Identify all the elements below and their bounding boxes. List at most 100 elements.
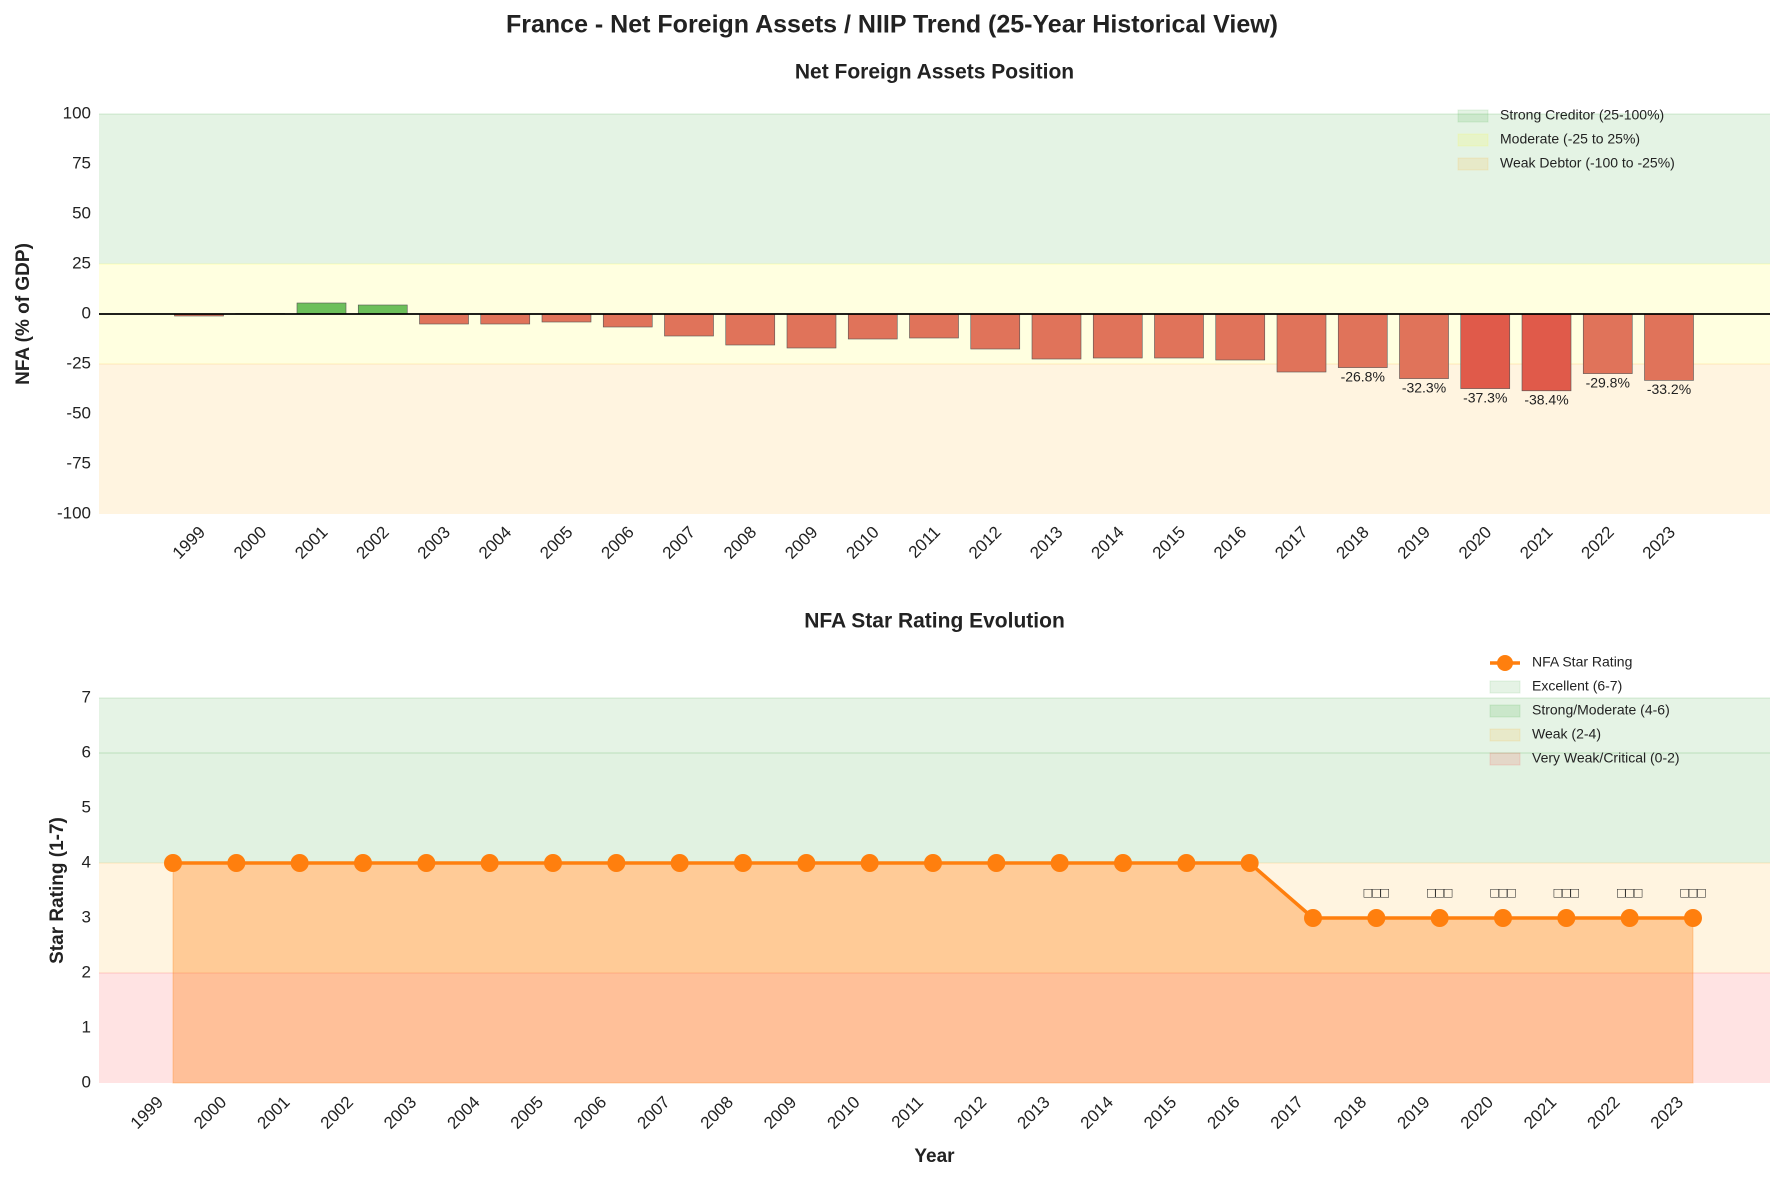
bar bbox=[419, 313, 469, 325]
point-label: □□□ bbox=[1617, 885, 1643, 901]
legend-label: Strong Creditor (25-100%) bbox=[1500, 107, 1664, 123]
y-axis-label: NFA (% of GDP) bbox=[13, 243, 34, 385]
x-tick-label: 2021 bbox=[1520, 1093, 1560, 1133]
point bbox=[924, 854, 942, 872]
point bbox=[860, 854, 879, 872]
legend-label: Moderate (-25 to 25%) bbox=[1500, 131, 1640, 147]
legend-swatch bbox=[1489, 680, 1521, 694]
point bbox=[417, 854, 436, 872]
subplot-title: Net Foreign Assets Position bbox=[795, 61, 1074, 84]
y-tick-label: 0 bbox=[82, 1072, 91, 1091]
legend-swatch bbox=[1489, 728, 1521, 742]
bar bbox=[1337, 313, 1388, 368]
y-tick-label: -50 bbox=[66, 403, 91, 422]
legend-label: NFA Star Rating bbox=[1532, 654, 1632, 670]
band bbox=[99, 753, 1770, 863]
bar bbox=[909, 313, 959, 339]
x-tick-label: 2006 bbox=[598, 523, 638, 563]
x-tick-label: 2015 bbox=[1140, 1093, 1180, 1133]
bar bbox=[1276, 313, 1327, 373]
bar bbox=[541, 313, 592, 323]
y-tick-label: -75 bbox=[66, 453, 91, 472]
y-tick-label: 100 bbox=[63, 103, 91, 122]
x-tick-label: 2019 bbox=[1393, 1093, 1433, 1133]
point bbox=[480, 854, 499, 872]
point bbox=[1684, 909, 1702, 927]
point bbox=[1177, 854, 1196, 872]
point bbox=[1557, 909, 1576, 927]
x-tick-label: 2001 bbox=[291, 523, 331, 563]
x-tick-label: 2007 bbox=[633, 1093, 673, 1133]
point-label: □□□ bbox=[1364, 885, 1390, 901]
bar bbox=[1031, 313, 1082, 360]
point bbox=[670, 854, 689, 872]
bar bbox=[664, 313, 714, 337]
x-tick-label: 2004 bbox=[475, 523, 515, 563]
x-tick-label: 2005 bbox=[536, 523, 576, 563]
y-tick-label: 4 bbox=[82, 852, 91, 871]
point bbox=[607, 854, 626, 872]
y-tick-label: -100 bbox=[57, 503, 91, 522]
x-axis-label: Year bbox=[914, 1146, 955, 1167]
x-tick-label: 2023 bbox=[1639, 523, 1679, 563]
x-tick-label: 2011 bbox=[905, 523, 944, 562]
bar bbox=[1154, 313, 1204, 359]
point-label: □□□ bbox=[1490, 885, 1516, 901]
bar bbox=[1460, 313, 1511, 389]
bar bbox=[1521, 313, 1572, 392]
y-tick-label: 50 bbox=[72, 203, 91, 222]
y-tick-label: 75 bbox=[72, 153, 91, 172]
legend-label: Weak (2-4) bbox=[1532, 726, 1601, 742]
point bbox=[164, 854, 182, 872]
point bbox=[1430, 909, 1449, 927]
bar bbox=[480, 313, 531, 325]
point bbox=[1494, 909, 1512, 927]
bar bbox=[1399, 313, 1449, 379]
point bbox=[734, 854, 752, 872]
point-label: □□□ bbox=[1680, 885, 1706, 901]
x-tick-label: 2002 bbox=[317, 1093, 357, 1133]
bar bbox=[725, 313, 776, 346]
band bbox=[99, 973, 1770, 1083]
x-tick-label: 2012 bbox=[965, 523, 1005, 563]
y-tick-label: 3 bbox=[82, 907, 91, 926]
figure-title: France - Net Foreign Assets / NIIP Trend… bbox=[506, 11, 1278, 39]
value-label: -38.4% bbox=[1524, 392, 1568, 408]
legend-swatch bbox=[1489, 704, 1521, 718]
bar bbox=[1644, 313, 1694, 381]
x-tick-label: 2017 bbox=[1271, 523, 1311, 563]
band bbox=[99, 364, 1770, 514]
legend-swatch bbox=[1489, 752, 1521, 766]
x-tick-label: 2020 bbox=[1455, 523, 1495, 563]
x-tick-label: 2011 bbox=[888, 1093, 927, 1132]
legend-label: Strong/Moderate (4-6) bbox=[1532, 702, 1670, 718]
x-tick-label: 2013 bbox=[1026, 523, 1066, 563]
y-tick-label: -25 bbox=[66, 353, 91, 372]
x-tick-label: 2022 bbox=[1583, 1093, 1623, 1133]
y-tick-label: 2 bbox=[82, 962, 91, 981]
bar bbox=[847, 313, 898, 340]
legend-label: Weak Debtor (-100 to -25%) bbox=[1500, 155, 1675, 171]
x-tick-label: 2010 bbox=[823, 1093, 863, 1133]
band bbox=[99, 698, 1770, 753]
x-tick-label: 2021 bbox=[1516, 523, 1556, 563]
x-tick-label: 2002 bbox=[353, 523, 393, 563]
bar bbox=[357, 304, 408, 315]
legend-marker bbox=[1497, 655, 1513, 671]
legend-swatch bbox=[1457, 133, 1489, 147]
x-tick-label: 2015 bbox=[1149, 523, 1189, 563]
x-tick-label: 2003 bbox=[414, 523, 454, 563]
bar bbox=[296, 302, 347, 315]
legend-label: Very Weak/Critical (0-2) bbox=[1532, 750, 1680, 766]
x-tick-label: 2001 bbox=[253, 1093, 293, 1133]
legend-swatch bbox=[1457, 157, 1489, 171]
x-tick-label: 2007 bbox=[659, 523, 699, 563]
y-tick-label: 5 bbox=[82, 797, 91, 816]
x-tick-label: 2018 bbox=[1333, 523, 1373, 563]
x-tick-label: 2009 bbox=[781, 523, 821, 563]
y-tick-label: 1 bbox=[82, 1017, 91, 1036]
x-tick-label: 2004 bbox=[443, 1093, 483, 1133]
subplot-title: NFA Star Rating Evolution bbox=[804, 610, 1065, 633]
x-tick-label: 2020 bbox=[1457, 1093, 1497, 1133]
